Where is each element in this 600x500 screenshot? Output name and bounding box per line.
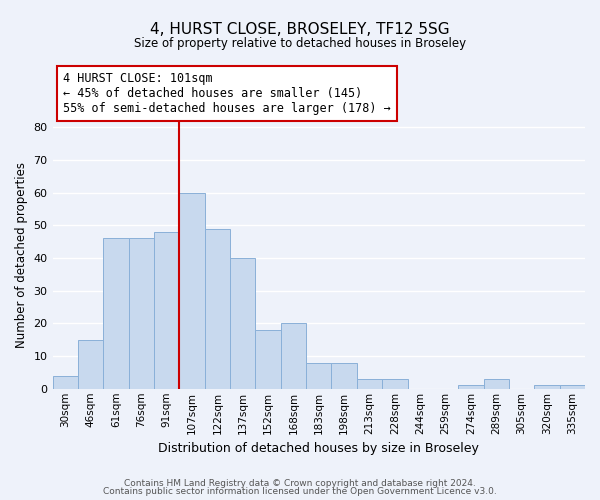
Bar <box>179 192 205 389</box>
Bar <box>205 228 230 389</box>
Bar <box>484 379 509 389</box>
Bar <box>103 238 128 389</box>
X-axis label: Distribution of detached houses by size in Broseley: Distribution of detached houses by size … <box>158 442 479 455</box>
Bar <box>53 376 78 389</box>
Bar <box>154 232 179 389</box>
Bar <box>78 340 103 389</box>
Bar <box>458 386 484 389</box>
Bar <box>560 386 585 389</box>
Text: 4 HURST CLOSE: 101sqm
← 45% of detached houses are smaller (145)
55% of semi-det: 4 HURST CLOSE: 101sqm ← 45% of detached … <box>63 72 391 116</box>
Bar <box>281 324 306 389</box>
Bar <box>357 379 382 389</box>
Bar <box>382 379 407 389</box>
Bar <box>230 258 256 389</box>
Text: Contains public sector information licensed under the Open Government Licence v3: Contains public sector information licen… <box>103 487 497 496</box>
Y-axis label: Number of detached properties: Number of detached properties <box>15 162 28 348</box>
Bar <box>256 330 281 389</box>
Bar <box>331 362 357 389</box>
Text: Size of property relative to detached houses in Broseley: Size of property relative to detached ho… <box>134 38 466 51</box>
Text: 4, HURST CLOSE, BROSELEY, TF12 5SG: 4, HURST CLOSE, BROSELEY, TF12 5SG <box>150 22 450 38</box>
Bar <box>306 362 331 389</box>
Bar <box>128 238 154 389</box>
Text: Contains HM Land Registry data © Crown copyright and database right 2024.: Contains HM Land Registry data © Crown c… <box>124 478 476 488</box>
Bar <box>534 386 560 389</box>
